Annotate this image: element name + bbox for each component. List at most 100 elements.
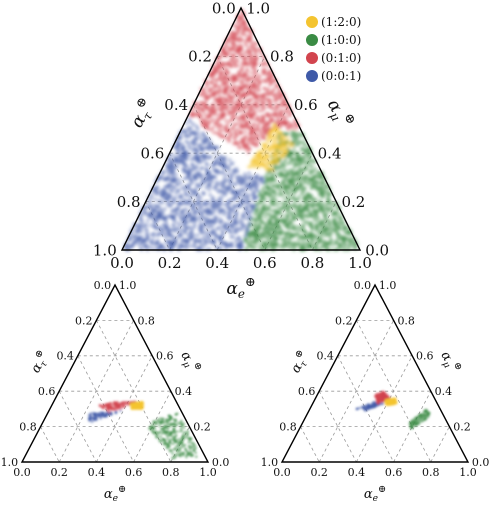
data-point — [277, 156, 281, 160]
data-point — [192, 449, 196, 452]
data-point — [213, 215, 218, 219]
data-point — [230, 118, 234, 122]
data-point — [182, 433, 185, 437]
data-point — [255, 208, 259, 212]
data-point — [380, 393, 383, 397]
data-point — [159, 430, 162, 433]
data-point — [193, 203, 197, 208]
data-point — [211, 102, 215, 106]
data-point — [316, 218, 320, 222]
data-point — [269, 219, 273, 223]
data-point — [230, 46, 234, 51]
data-point — [229, 76, 233, 80]
data-point — [182, 146, 186, 150]
data-point — [184, 139, 188, 143]
data-point — [256, 123, 260, 128]
data-point — [270, 136, 274, 140]
data-point — [239, 123, 243, 127]
data-point — [314, 180, 318, 184]
data-point — [305, 203, 309, 207]
data-point — [208, 240, 212, 244]
data-point — [426, 415, 430, 419]
data-point — [261, 106, 265, 110]
data-point — [247, 109, 251, 114]
data-point — [275, 212, 279, 216]
data-point — [254, 49, 258, 53]
data-point — [298, 215, 303, 219]
data-point — [140, 403, 144, 407]
data-point — [203, 102, 207, 106]
data-point — [166, 427, 170, 430]
data-point — [288, 186, 292, 190]
data-point — [158, 232, 162, 236]
data-point — [270, 244, 274, 248]
data-point — [218, 52, 222, 57]
data-point — [209, 141, 213, 145]
data-point — [223, 159, 227, 163]
data-point — [250, 76, 254, 80]
data-point — [235, 122, 239, 126]
data-point — [176, 206, 180, 210]
data-point — [158, 225, 162, 229]
data-point — [304, 165, 308, 170]
data-point — [296, 243, 300, 247]
data-point — [259, 214, 264, 218]
data-point — [278, 245, 282, 249]
data-point — [322, 234, 327, 238]
data-point — [320, 240, 324, 244]
data-point — [216, 107, 221, 111]
data-point — [208, 224, 212, 228]
data-point — [249, 54, 254, 58]
data-point — [247, 58, 252, 62]
data-point — [252, 108, 256, 112]
data-point — [257, 89, 261, 93]
data-point — [244, 43, 248, 48]
data-point — [165, 164, 169, 168]
data-point — [254, 237, 258, 241]
data-point — [258, 217, 262, 221]
data-point — [265, 121, 269, 125]
data-point — [180, 146, 184, 150]
data-point — [268, 76, 272, 80]
data-point — [276, 104, 280, 108]
data-point — [169, 189, 173, 193]
data-point — [246, 196, 250, 200]
data-point — [262, 96, 266, 100]
data-point — [303, 207, 307, 211]
data-point — [250, 71, 254, 75]
data-point — [232, 60, 236, 65]
data-point — [194, 208, 198, 212]
data-point — [199, 227, 204, 232]
data-point — [233, 129, 238, 133]
data-point — [166, 200, 170, 204]
data-point — [223, 241, 227, 245]
data-point — [258, 226, 262, 230]
data-point — [266, 87, 270, 91]
data-point — [212, 117, 216, 121]
data-point — [163, 216, 167, 220]
data-point — [223, 155, 227, 159]
data-point — [213, 175, 218, 179]
data-point — [223, 188, 227, 192]
data-point — [243, 57, 247, 61]
data-point — [192, 190, 196, 194]
data-point — [274, 108, 278, 112]
data-point — [311, 246, 316, 251]
data-point — [373, 403, 377, 407]
data-point — [150, 192, 154, 196]
data-point — [219, 70, 224, 75]
data-point — [207, 121, 211, 125]
data-point — [181, 451, 185, 455]
data-point — [186, 433, 189, 437]
legend-marker — [306, 70, 318, 82]
data-point — [273, 192, 277, 196]
data-point — [292, 161, 296, 165]
data-point — [227, 205, 231, 209]
data-point — [160, 194, 164, 198]
data-point — [193, 132, 197, 136]
data-point — [166, 421, 170, 424]
data-point — [419, 413, 422, 417]
data-point — [296, 228, 300, 232]
data-point — [227, 48, 231, 53]
data-point — [339, 242, 343, 246]
